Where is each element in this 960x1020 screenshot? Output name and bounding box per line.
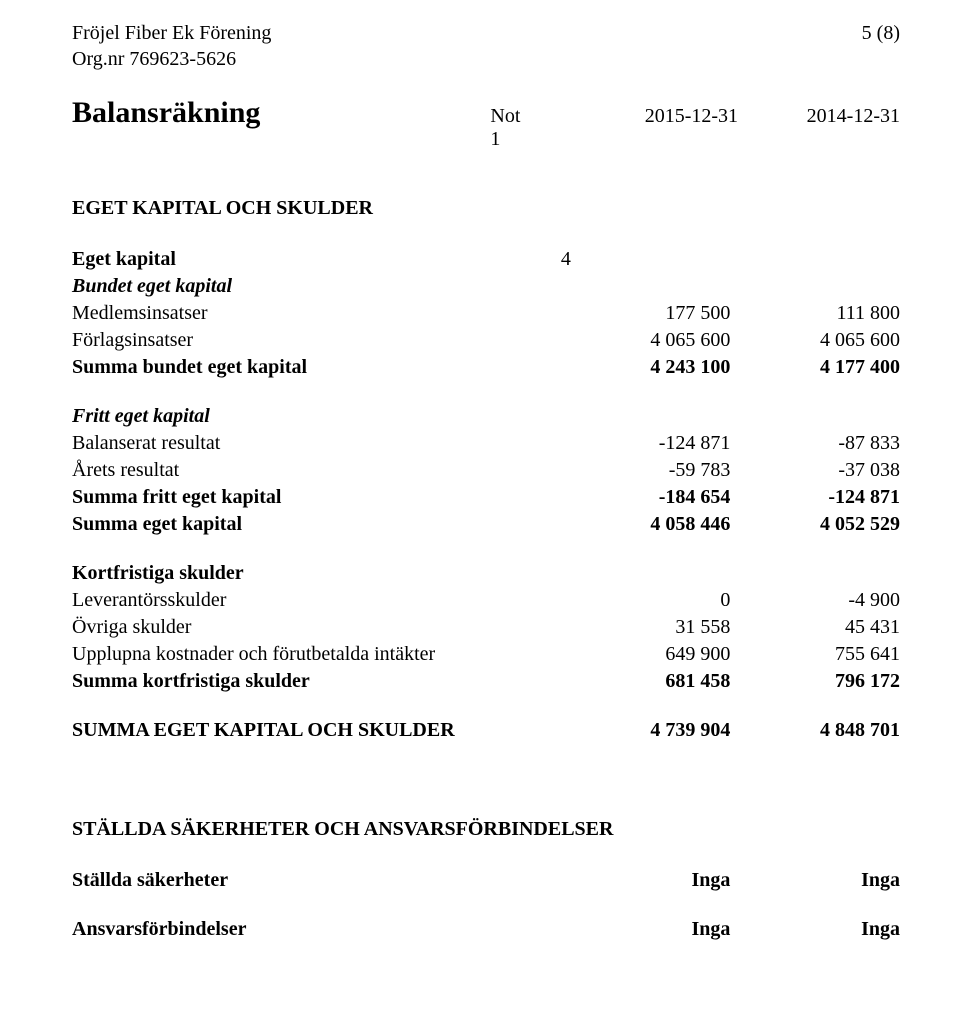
kortfristiga-sum-row: Summa kortfristiga skulder 681 458 796 1… bbox=[72, 668, 900, 695]
bundet-eget-kapital-heading: Bundet eget kapital bbox=[72, 273, 900, 300]
row-value: 4 739 904 bbox=[561, 717, 731, 744]
bundet-sum-row: Summa bundet eget kapital 4 243 100 4 17… bbox=[72, 354, 900, 381]
row-label: Summa kortfristiga skulder bbox=[72, 668, 561, 695]
kortfristiga-heading: Kortfristiga skulder bbox=[72, 560, 900, 587]
row-label: Summa bundet eget kapital bbox=[72, 354, 561, 381]
row-value: -4 900 bbox=[730, 587, 900, 614]
securities-heading: STÄLLDA SÄKERHETER OCH ANSVARSFÖRBINDELS… bbox=[72, 818, 900, 841]
header-left: Fröjel Fiber Ek Förening Org.nr 769623-5… bbox=[72, 20, 271, 72]
row-label: Årets resultat bbox=[72, 457, 561, 484]
row-label: Balanserat resultat bbox=[72, 430, 561, 457]
row-value: 0 bbox=[561, 587, 731, 614]
row-label: Ställda säkerheter bbox=[72, 867, 561, 894]
company-name: Fröjel Fiber Ek Förening bbox=[72, 20, 271, 46]
table-row: Medlemsinsatser 177 500 111 800 bbox=[72, 300, 900, 327]
row-value: 177 500 bbox=[561, 300, 731, 327]
row-label: Medlemsinsatser bbox=[72, 300, 561, 327]
row-value: -59 783 bbox=[561, 457, 731, 484]
kortfristiga-label: Kortfristiga skulder bbox=[72, 560, 562, 587]
page-number: 5 (8) bbox=[862, 20, 900, 72]
table-row: Årets resultat -59 783 -37 038 bbox=[72, 457, 900, 484]
table-row: Förlagsinsatser 4 065 600 4 065 600 bbox=[72, 327, 900, 354]
row-value: Inga bbox=[561, 867, 731, 894]
row-value: 4 243 100 bbox=[561, 354, 731, 381]
org-number: Org.nr 769623-5626 bbox=[72, 46, 271, 72]
row-value: 31 558 bbox=[561, 614, 731, 641]
stallda-sakerheter-row: Ställda säkerheter Inga Inga bbox=[72, 867, 900, 894]
row-value: 4 058 446 bbox=[561, 511, 731, 538]
row-label: Upplupna kostnader och förutbetalda intä… bbox=[72, 641, 561, 668]
row-value: 111 800 bbox=[730, 300, 900, 327]
table-row: Övriga skulder 31 558 45 431 bbox=[72, 614, 900, 641]
bundet-label: Bundet eget kapital bbox=[72, 273, 562, 300]
page-header: Fröjel Fiber Ek Förening Org.nr 769623-5… bbox=[72, 20, 900, 72]
row-value: 4 065 600 bbox=[561, 327, 731, 354]
eget-kapital-total-row: Summa eget kapital 4 058 446 4 052 529 bbox=[72, 511, 900, 538]
row-label: Förlagsinsatser bbox=[72, 327, 561, 354]
row-label: Ansvarsförbindelser bbox=[72, 916, 561, 943]
row-value: 649 900 bbox=[561, 641, 731, 668]
note-label-bottom: 1 bbox=[490, 128, 500, 150]
row-value: -124 871 bbox=[730, 484, 900, 511]
row-label: Leverantörsskulder bbox=[72, 587, 561, 614]
row-value: -184 654 bbox=[561, 484, 731, 511]
row-label: Summa eget kapital bbox=[72, 511, 561, 538]
row-value: -124 871 bbox=[561, 430, 731, 457]
section-eget-kapital-skulder: EGET KAPITAL OCH SKULDER bbox=[72, 197, 900, 220]
title-row: Balansräkning Not 1 2015-12-31 2014-12-3… bbox=[72, 96, 900, 151]
eget-kapital-note: 4 bbox=[561, 246, 731, 273]
row-value: Inga bbox=[561, 916, 731, 943]
row-value: -87 833 bbox=[730, 430, 900, 457]
eget-kapital-row: Eget kapital 4 bbox=[72, 246, 900, 273]
date-col-1: 2015-12-31 bbox=[576, 105, 738, 128]
page-title: Balansräkning bbox=[72, 96, 260, 130]
table-row: Upplupna kostnader och förutbetalda intä… bbox=[72, 641, 900, 668]
row-value: 45 431 bbox=[730, 614, 900, 641]
eget-kapital-label: Eget kapital bbox=[72, 246, 561, 273]
fritt-sum-row: Summa fritt eget kapital -184 654 -124 8… bbox=[72, 484, 900, 511]
row-label: Övriga skulder bbox=[72, 614, 561, 641]
table-row: Leverantörsskulder 0 -4 900 bbox=[72, 587, 900, 614]
row-value: 796 172 bbox=[730, 668, 900, 695]
date-col-2: 2014-12-31 bbox=[738, 105, 900, 128]
row-value: 4 065 600 bbox=[730, 327, 900, 354]
row-value: Inga bbox=[730, 867, 900, 894]
row-value: 755 641 bbox=[730, 641, 900, 668]
row-value: Inga bbox=[730, 916, 900, 943]
grand-total-row: SUMMA EGET KAPITAL OCH SKULDER 4 739 904… bbox=[72, 717, 900, 744]
row-value: 4 052 529 bbox=[730, 511, 900, 538]
row-value: 4 177 400 bbox=[730, 354, 900, 381]
fritt-label: Fritt eget kapital bbox=[72, 403, 562, 430]
fritt-eget-kapital-heading: Fritt eget kapital bbox=[72, 403, 900, 430]
note-label-top: Not bbox=[490, 105, 520, 127]
row-value: 681 458 bbox=[561, 668, 731, 695]
table-row: Balanserat resultat -124 871 -87 833 bbox=[72, 430, 900, 457]
row-value: 4 848 701 bbox=[730, 717, 900, 744]
row-label: Summa fritt eget kapital bbox=[72, 484, 561, 511]
ansvarsforbindelser-row: Ansvarsförbindelser Inga Inga bbox=[72, 916, 900, 943]
page: Fröjel Fiber Ek Förening Org.nr 769623-5… bbox=[0, 0, 960, 963]
row-value: -37 038 bbox=[730, 457, 900, 484]
note-column-header: Not 1 bbox=[490, 105, 576, 151]
row-label: SUMMA EGET KAPITAL OCH SKULDER bbox=[72, 717, 561, 744]
